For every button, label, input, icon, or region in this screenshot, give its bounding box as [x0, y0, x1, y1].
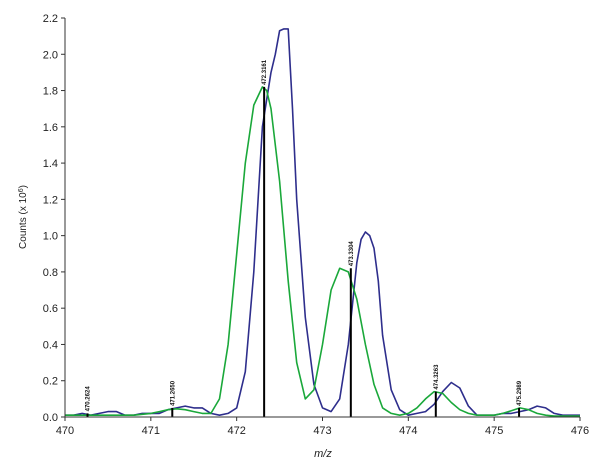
series-line-1: [65, 28, 580, 417]
x-tick-label: 476: [571, 425, 589, 437]
x-tick-label: 471: [142, 425, 160, 437]
plot-area: 470.2624 471.2650 472.3161 473.3304 474.3263…: [65, 28, 580, 417]
x-tick-label: 474: [399, 425, 417, 437]
y-tick-label: 2.0: [43, 49, 58, 61]
x-tick-label: 473: [313, 425, 331, 437]
y-tick-label: 2.2: [43, 13, 58, 25]
y-axis: 0.0 0.2 0.4 0.6 0.8 1.0 1.2 1.4 1.6 1.8 2.0 2.2: [43, 13, 66, 424]
peak-label-1: 470.2624: [85, 386, 91, 412]
x-axis: 470 471 472 473 474 475 476: [56, 416, 589, 437]
series-line-2: [65, 86, 580, 417]
y-tick-label: 1.4: [43, 158, 58, 170]
x-axis-label: m/z: [314, 448, 332, 460]
x-tick-label: 475: [485, 425, 503, 437]
y-tick-label: 0.6: [43, 303, 58, 315]
peak-label-2: 471.2650: [170, 380, 176, 406]
peak-label-4: 473.3304: [349, 241, 355, 267]
y-tick-label: 1.6: [43, 122, 58, 134]
x-tick-label: 472: [227, 425, 245, 437]
peak-label-3: 472.3161: [262, 59, 268, 85]
y-axis-label: Counts (x 106): [18, 185, 30, 249]
y-tick-label: 0.2: [43, 376, 58, 388]
y-tick-label: 1.0: [43, 231, 58, 243]
peak-label-6: 475.2989: [517, 380, 523, 406]
y-tick-label: 0.0: [43, 412, 58, 424]
peak-label-5: 474.3263: [434, 364, 440, 390]
y-tick-label: 0.4: [43, 339, 58, 351]
y-tick-label: 0.8: [43, 267, 58, 279]
y-tick-label: 1.2: [43, 194, 58, 206]
x-tick-label: 470: [56, 425, 74, 437]
y-tick-label: 1.8: [43, 86, 58, 98]
